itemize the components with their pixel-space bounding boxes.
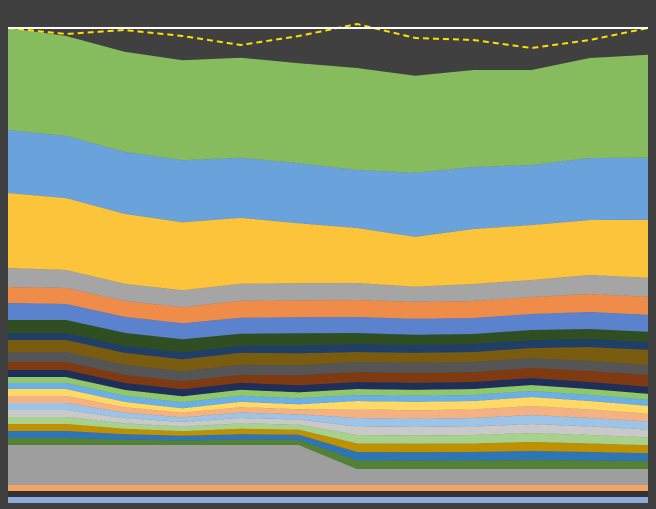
area [8, 396, 648, 422]
area [8, 362, 648, 390]
area [8, 431, 648, 462]
area [8, 389, 648, 414]
area [8, 320, 648, 353]
area [8, 352, 648, 382]
line [7, 22, 649, 50]
area [8, 445, 648, 485]
area [8, 130, 648, 237]
area [8, 410, 648, 438]
area [8, 497, 648, 503]
area [8, 28, 648, 173]
area [8, 333, 648, 360]
area [8, 303, 648, 340]
area [8, 193, 648, 291]
area [8, 287, 648, 324]
area [8, 383, 648, 409]
area [8, 417, 648, 446]
area [8, 485, 648, 491]
area [8, 268, 648, 308]
area [8, 377, 648, 403]
area [8, 424, 648, 454]
area [8, 370, 648, 397]
area [8, 403, 648, 430]
area [8, 438, 648, 469]
area [8, 340, 648, 372]
area [8, 491, 648, 497]
